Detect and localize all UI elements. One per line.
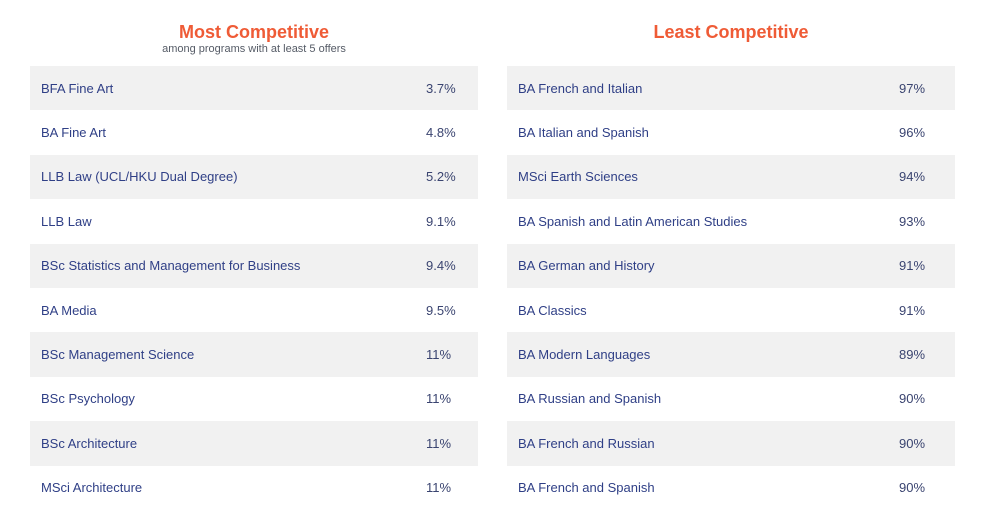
- table-row: MSci Architecture 11%: [30, 466, 478, 510]
- program-name: BA Spanish and Latin American Studies: [518, 213, 748, 229]
- table-row: BA Media 9.5%: [30, 288, 478, 332]
- most-competitive-title: Most Competitive: [178, 22, 329, 42]
- offer-rate: 89%: [899, 347, 926, 363]
- program-name: MSci Earth Sciences: [518, 169, 638, 185]
- offer-rate: 4.8%: [426, 125, 456, 141]
- program-name: BA Modern Languages: [518, 347, 651, 363]
- program-name: BA Italian and Spanish: [518, 125, 649, 141]
- program-name: BA Media: [41, 302, 97, 318]
- program-name: BA French and Spanish: [518, 480, 655, 496]
- least-competitive-title: Least Competitive: [653, 22, 809, 42]
- table-row: BA French and Italian 97%: [507, 66, 955, 111]
- offer-rate: 11%: [426, 435, 452, 451]
- table-row: BA German and History 91%: [507, 243, 955, 288]
- program-name: BA French and Italian: [518, 80, 643, 96]
- program-name: BSc Statistics and Management for Busine…: [41, 258, 301, 274]
- offer-rate: 9.1%: [426, 213, 456, 229]
- offer-rate: 5.2%: [426, 169, 456, 185]
- offer-rate: 94%: [899, 169, 926, 185]
- least-competitive-header: Least Competitive: [507, 0, 955, 66]
- most-competitive-header: Most Competitive among programs with at …: [30, 0, 478, 66]
- program-name: MSci Architecture: [41, 480, 143, 496]
- offer-rate: 90%: [899, 391, 926, 407]
- table-row: LLB Law (UCL/HKU Dual Degree) 5.2%: [30, 154, 478, 200]
- program-name: BSc Architecture: [41, 435, 138, 451]
- offer-rate: 96%: [899, 125, 926, 141]
- offer-rate: 3.7%: [426, 80, 456, 96]
- least-competitive-table: BA French and Italian 97% BA Italian and …: [507, 66, 955, 510]
- offer-rate: 9.4%: [426, 258, 456, 274]
- program-name: BFA Fine Art: [41, 80, 114, 96]
- table-row: BA Italian and Spanish 96%: [507, 110, 955, 154]
- offer-rate: 91%: [899, 258, 926, 274]
- program-name: BA Classics: [518, 302, 587, 318]
- offer-rate: 11%: [426, 391, 452, 407]
- offer-rate: 90%: [899, 435, 926, 451]
- table-row: BSc Psychology 11%: [30, 377, 478, 421]
- most-competitive-subtitle: among programs with at least 5 offers: [162, 43, 346, 55]
- program-name: BA Russian and Spanish: [518, 391, 662, 407]
- least-competitive-panel: Least Competitive BA French and Italian 9…: [507, 0, 955, 510]
- offer-rate: 97%: [899, 80, 926, 96]
- program-name: LLB Law (UCL/HKU Dual Degree): [41, 169, 238, 185]
- table-row: BFA Fine Art 3.7%: [30, 66, 478, 111]
- table-row: BA Modern Languages 89%: [507, 332, 955, 377]
- offer-rate: 9.5%: [426, 302, 456, 318]
- table-row: BSc Statistics and Management for Busine…: [30, 243, 478, 288]
- offer-rate: 11%: [426, 347, 452, 363]
- most-competitive-table: BFA Fine Art 3.7% BA Fine Art 4.8% LLB Law…: [30, 66, 478, 510]
- offer-rate: 91%: [899, 302, 926, 318]
- most-competitive-panel: Most Competitive among programs with at …: [30, 0, 478, 510]
- program-name: BA French and Russian: [518, 435, 655, 451]
- table-row: BA French and Russian 90%: [507, 421, 955, 466]
- table-row: BA Fine Art 4.8%: [30, 110, 478, 154]
- program-name: BSc Psychology: [41, 391, 135, 407]
- offer-rate: 93%: [899, 213, 926, 229]
- program-name: LLB Law: [41, 213, 92, 229]
- table-row: MSci Earth Sciences 94%: [507, 154, 955, 200]
- program-name: BSc Management Science: [41, 347, 195, 363]
- program-name: BA German and History: [518, 258, 655, 274]
- table-row: BSc Architecture 11%: [30, 421, 478, 466]
- table-row: LLB Law 9.1%: [30, 199, 478, 243]
- table-row: BA Classics 91%: [507, 288, 955, 332]
- offer-rate: 11%: [426, 480, 452, 496]
- table-row: BA Russian and Spanish 90%: [507, 377, 955, 421]
- program-name: BA Fine Art: [41, 125, 107, 141]
- table-row: BA Spanish and Latin American Studies 93%: [507, 199, 955, 243]
- offer-rate: 90%: [899, 480, 926, 496]
- table-row: BA French and Spanish 90%: [507, 466, 955, 510]
- table-row: BSc Management Science 11%: [30, 332, 478, 377]
